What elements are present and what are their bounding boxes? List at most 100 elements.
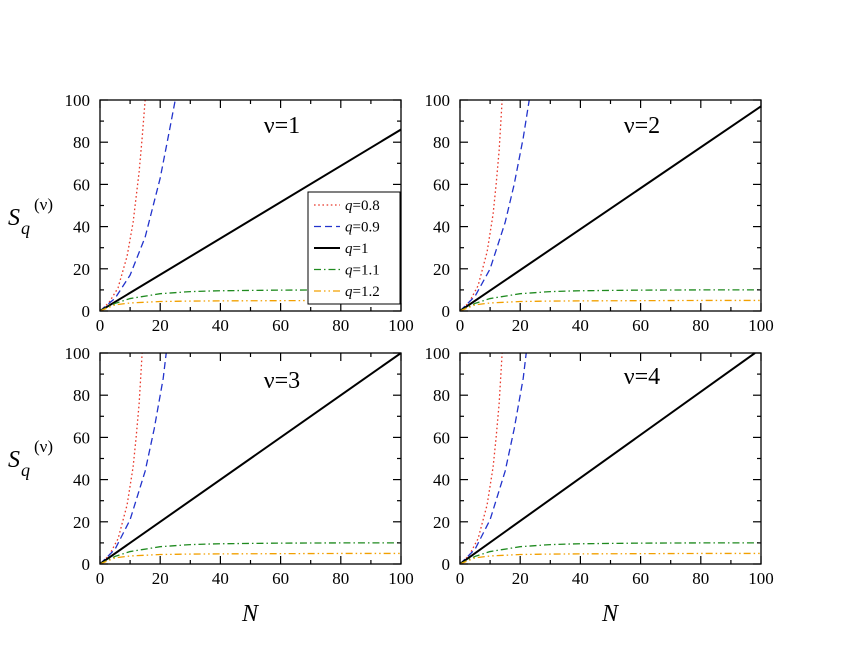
x-tick-label: 20 <box>152 316 169 335</box>
panel-2: 0 20 40 60 80 100 0 20 40 60 80 100 ν=2 <box>425 91 774 335</box>
y-tick-label: 0 <box>82 302 91 321</box>
legend-label: q=1 <box>345 241 368 257</box>
legend-label-prefix: q <box>345 220 353 236</box>
y-tick-label: 40 <box>433 218 450 237</box>
y-axis-title-sup: (ν) <box>34 195 53 214</box>
legend-entry: q=1.2 <box>314 284 380 300</box>
y-tick-label: 60 <box>433 175 450 194</box>
legend-label-prefix: q <box>345 241 353 257</box>
x-tick-label: 80 <box>332 569 349 588</box>
y-tick-label: 40 <box>73 218 90 237</box>
panel-4: 0 20 40 60 80 100 0 20 40 60 80 100 ν=4 <box>425 344 774 588</box>
x-tick-label: 0 <box>456 569 465 588</box>
x-tick-label: 80 <box>692 316 709 335</box>
panel-3: 0 20 40 60 80 100 0 20 40 60 80 100 ν=3 <box>65 344 414 588</box>
y-tick-label: 0 <box>442 555 451 574</box>
x-tick-label: 60 <box>632 316 649 335</box>
y-axis-title-sup: (ν) <box>34 437 53 456</box>
series-line-q0-8 <box>100 353 143 564</box>
y-axis-title-sub: q <box>21 218 30 238</box>
y-tick-label: 20 <box>73 513 90 532</box>
series-group <box>100 353 401 564</box>
series-group <box>460 100 761 311</box>
legend-label-value: =1.1 <box>353 263 380 279</box>
y-tick-label: 80 <box>73 133 90 152</box>
y-tick-label: 80 <box>433 133 450 152</box>
x-tick-label: 80 <box>332 316 349 335</box>
series-line-q1 <box>100 128 401 311</box>
series-line-q1 <box>460 105 761 311</box>
panels: 0 20 40 60 80 100 0 20 40 60 80 100 ν=1 0 20 40 60 80 100 0… <box>65 91 774 588</box>
y-tick-label: 20 <box>73 260 90 279</box>
panel-title: ν=1 <box>264 113 300 139</box>
panel-title: ν=2 <box>624 113 660 139</box>
y-tick-label: 100 <box>425 91 451 110</box>
panel-1: 0 20 40 60 80 100 0 20 40 60 80 100 ν=1 <box>65 91 414 335</box>
panel-title: ν=4 <box>624 364 660 390</box>
legend-label: q=1.2 <box>345 284 380 300</box>
x-tick-label: 0 <box>96 316 105 335</box>
series-line-q1-2 <box>460 552 761 564</box>
y-tick-label: 60 <box>73 175 90 194</box>
legend-label-prefix: q <box>345 284 353 300</box>
legend-label-value: =1.2 <box>353 284 380 300</box>
legend-label-prefix: q <box>345 263 353 279</box>
y-axis-title-sub: q <box>21 460 30 480</box>
legend-label: q=0.8 <box>345 198 380 214</box>
legend-label-value: =0.8 <box>353 198 380 214</box>
series-line-q0-9 <box>100 100 176 311</box>
legend-entry: q=1 <box>314 241 368 257</box>
legend-entry: q=0.9 <box>314 220 380 236</box>
y-tick-label: 80 <box>73 386 90 405</box>
x-tick-label: 40 <box>212 569 229 588</box>
x-tick-label: 40 <box>572 569 589 588</box>
series-line-q1-1 <box>100 542 401 564</box>
x-tick-label: 60 <box>272 569 289 588</box>
series-line-q1-1 <box>460 542 761 564</box>
legend-label-value: =0.9 <box>353 220 380 236</box>
y-tick-label: 0 <box>442 302 451 321</box>
series-line-q0-8 <box>460 100 503 311</box>
x-tick-label: 0 <box>96 569 105 588</box>
y-tick-label: 60 <box>73 428 90 447</box>
series-line-q1 <box>460 353 756 564</box>
x-tick-label: 0 <box>456 316 465 335</box>
series-line-q1-2 <box>100 552 401 564</box>
x-axis-title-right: N <box>601 601 620 627</box>
series-line-q0-9 <box>460 353 527 564</box>
y-axis-title-top: Sq(ν) <box>8 195 53 238</box>
x-tick-label: 60 <box>632 569 649 588</box>
x-tick-label: 100 <box>388 569 414 588</box>
legend: q=0.8q=0.9q=1q=1.1q=1.2 <box>307 191 401 305</box>
y-tick-label: 100 <box>65 91 91 110</box>
y-tick-label: 20 <box>433 513 450 532</box>
legend-label: q=1.1 <box>345 263 380 279</box>
y-axis-title-main: S <box>8 205 20 231</box>
y-tick-label: 0 <box>82 555 91 574</box>
x-tick-label: 20 <box>512 569 529 588</box>
x-tick-label: 100 <box>748 316 774 335</box>
x-tick-label: 60 <box>272 316 289 335</box>
x-tick-label: 40 <box>212 316 229 335</box>
x-tick-label: 20 <box>512 316 529 335</box>
legend-label-value: =1 <box>353 241 369 257</box>
y-tick-label: 100 <box>425 344 451 363</box>
x-tick-label: 20 <box>152 569 169 588</box>
legend-entry: q=1.1 <box>314 263 380 279</box>
y-tick-label: 20 <box>433 260 450 279</box>
x-tick-label: 100 <box>748 569 774 588</box>
legend-label: q=0.9 <box>345 220 380 236</box>
y-axis-title-bottom: Sq(ν) <box>8 437 53 480</box>
series-line-q0-9 <box>460 100 530 311</box>
series-line-q0-9 <box>100 353 167 564</box>
y-tick-label: 80 <box>433 386 450 405</box>
y-tick-label: 60 <box>433 428 450 447</box>
series-line-q1 <box>100 353 401 564</box>
y-axis-title-main: S <box>8 447 20 473</box>
series-group <box>460 353 761 564</box>
y-tick-label: 100 <box>65 344 91 363</box>
legend-label-prefix: q <box>345 198 353 214</box>
x-tick-label: 80 <box>692 569 709 588</box>
